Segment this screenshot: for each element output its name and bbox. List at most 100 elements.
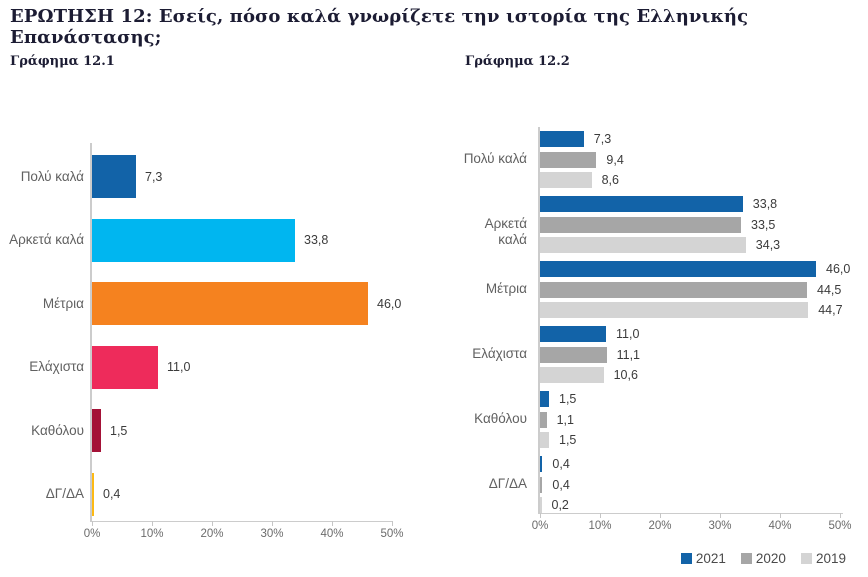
page-title: ΕΡΩΤΗΣΗ 12: Εσείς, πόσο καλά γνωρίζετε τ… <box>10 6 749 48</box>
value-label: 8,6 <box>601 173 619 188</box>
bar-2021-3 <box>540 326 606 342</box>
category-label: Πολύ καλά <box>463 151 527 166</box>
value-label: 44,5 <box>817 282 842 297</box>
x-axis-tick <box>660 513 661 518</box>
value-label: 1,5 <box>110 423 128 438</box>
bar-2020-1 <box>540 216 741 233</box>
x-axis-tick <box>212 521 213 526</box>
chart-caption-12-1: Γράφημα 12.1 <box>10 54 115 69</box>
bar-2019-3 <box>540 367 604 384</box>
bar-2021-2 <box>540 261 816 277</box>
value-label: 1,1 <box>556 412 574 427</box>
value-label: 0,4 <box>103 487 121 501</box>
value-label: 33,5 <box>751 217 776 232</box>
value-label: 11,0 <box>167 360 191 374</box>
value-label: 33,8 <box>752 197 778 211</box>
bar-2020-2 <box>540 281 807 298</box>
value-label: 10,6 <box>613 368 638 383</box>
value-label: 46,0 <box>377 296 402 311</box>
y-axis-line <box>538 127 540 513</box>
category-label: Ελάχιστα <box>472 346 527 361</box>
legend-label: 2021 <box>695 551 726 566</box>
x-axis-tick <box>272 521 273 526</box>
bar-grafima-12-1-5 <box>92 472 94 516</box>
bar-2019-5 <box>540 497 542 514</box>
category-label: ΔΓ/ΔΑ <box>488 476 527 491</box>
category-label: Μέτρια <box>42 295 84 311</box>
x-axis-tick <box>540 513 541 518</box>
category-label: Αρκετά καλά <box>9 232 84 247</box>
bar-2021-4 <box>540 391 549 407</box>
x-axis-tick-label: 40% <box>320 528 344 540</box>
x-axis-tick-label: 20% <box>200 528 224 540</box>
bar-grafima-12-1-3 <box>92 345 158 389</box>
category-label: ΔΓ/ΔΑ <box>45 486 84 501</box>
x-axis-tick-label: 50% <box>828 520 852 532</box>
value-label: 0,2 <box>551 498 569 513</box>
x-axis-tick-label: 20% <box>648 520 672 532</box>
legend-item-2020: 2020 <box>740 551 786 566</box>
category-label: Μέτρια <box>485 281 527 296</box>
bar-2021-0 <box>540 131 584 147</box>
y-axis-line <box>90 143 92 521</box>
legend-swatch-icon <box>680 553 692 564</box>
bar-2019-4 <box>540 432 549 449</box>
legend-swatch-icon <box>800 553 812 564</box>
bar-grafima-12-1-1 <box>92 218 295 262</box>
x-axis-tick-label: 10% <box>588 520 612 532</box>
value-label: 1,5 <box>559 433 577 448</box>
legend: 2021 2020 2019 <box>680 551 846 566</box>
bar-grafima-12-1-2 <box>92 282 368 325</box>
chart-caption-12-2: Γράφημα 12.2 <box>465 54 570 69</box>
x-axis-tick-label: 30% <box>708 520 732 532</box>
x-axis-tick-label: 0% <box>531 520 549 532</box>
bar-2019-1 <box>540 237 746 254</box>
bar-2020-0 <box>540 151 597 168</box>
x-axis-tick <box>332 521 333 526</box>
value-label: 34,3 <box>755 238 781 253</box>
x-axis-tick <box>780 513 781 518</box>
bar-2021-5 <box>540 456 543 472</box>
category-label: Καθόλου <box>31 422 84 438</box>
value-label: 33,8 <box>304 233 329 247</box>
value-label: 44,7 <box>818 303 843 318</box>
bar-2020-3 <box>540 346 607 363</box>
legend-item-2021: 2021 <box>680 551 726 566</box>
value-label: 46,0 <box>826 262 851 276</box>
bar-grafima-12-1-4 <box>92 409 101 452</box>
value-label: 0,4 <box>552 457 570 471</box>
x-axis-tick <box>152 521 153 526</box>
category-label: Πολύ καλά <box>20 168 84 184</box>
value-label: 1,5 <box>559 392 577 406</box>
value-label: 11,0 <box>616 327 640 341</box>
value-label: 7,3 <box>593 132 612 146</box>
bar-2020-4 <box>540 411 547 428</box>
bar-2019-2 <box>540 302 809 319</box>
x-axis-tick <box>92 521 93 526</box>
category-label: Ελάχιστα <box>29 359 84 374</box>
value-label: 0,4 <box>552 477 570 492</box>
value-label: 11,1 <box>616 347 640 362</box>
x-axis-line <box>538 513 843 514</box>
x-axis-tick <box>840 513 841 518</box>
x-axis-tick <box>392 521 393 526</box>
legend-swatch-icon <box>740 553 752 564</box>
x-axis-tick-label: 50% <box>380 528 404 540</box>
x-axis-tick <box>720 513 721 518</box>
x-axis-tick-label: 0% <box>83 528 101 540</box>
bar-2019-0 <box>540 172 592 189</box>
bar-grafima-12-1-0 <box>92 155 136 198</box>
legend-item-2019: 2019 <box>800 551 846 566</box>
x-axis-line <box>90 521 393 522</box>
value-label: 7,3 <box>145 169 163 184</box>
x-axis-tick-label: 30% <box>260 528 284 540</box>
category-label: Αρκετά καλά <box>484 216 527 247</box>
x-axis-tick <box>600 513 601 518</box>
bar-2020-5 <box>540 476 543 493</box>
legend-label: 2019 <box>815 551 846 566</box>
x-axis-tick-label: 40% <box>768 520 792 532</box>
value-label: 9,4 <box>606 152 624 167</box>
